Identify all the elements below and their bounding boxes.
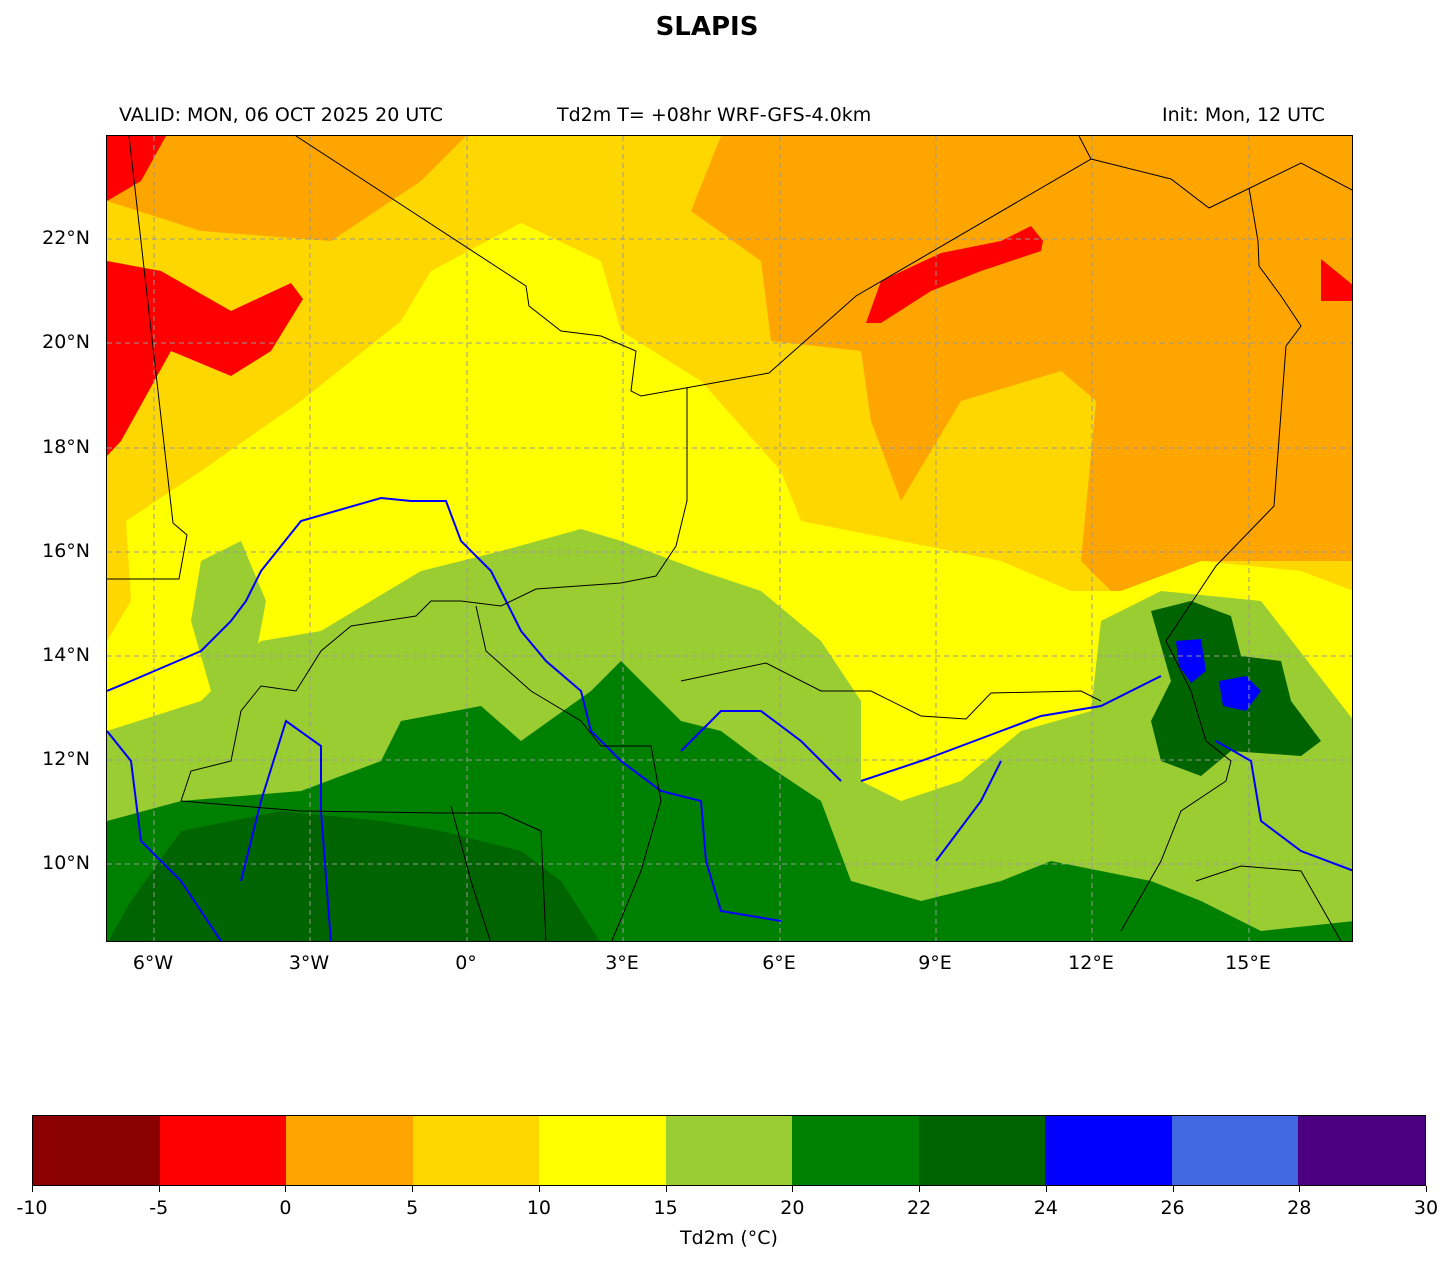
logone-river: [935, 760, 1002, 862]
lon-tick: 0°: [455, 952, 477, 974]
colorbar-tick-mark: [665, 1186, 667, 1192]
colorbar-segment: [1045, 1116, 1172, 1185]
product-label: Td2m T= +08hr WRF-GFS-4.0km: [557, 104, 872, 126]
black-volta: [107, 730, 222, 941]
colorbar-tick-mark: [1299, 1186, 1301, 1192]
colorbar-tick-mark: [32, 1186, 33, 1192]
volta-river: [240, 719, 332, 941]
colorbar-tick-label: 5: [406, 1197, 419, 1219]
colorbar-segment: [1298, 1116, 1426, 1185]
field-22-24: [108, 601, 1321, 941]
colorbar-segment: [665, 1116, 793, 1185]
colorbar-segment: [1171, 1116, 1299, 1185]
lon-tick: 6°W: [132, 952, 174, 974]
colorbar-tick-label: 20: [780, 1197, 805, 1219]
benue-river: [680, 710, 842, 782]
colorbar-tick-mark: [158, 1186, 160, 1192]
lat-tick: 22°N: [42, 227, 90, 249]
lon-tick: 12°E: [1068, 952, 1114, 974]
colorbar: [32, 1115, 1426, 1186]
lat-tick: 10°N: [42, 852, 90, 874]
colorbar-segment: [918, 1116, 1046, 1185]
colorbar-segment: [159, 1116, 287, 1185]
field-24-26: [1176, 639, 1261, 711]
colorbar-tick-label: 30: [1413, 1197, 1439, 1219]
lat-tick: 16°N: [42, 540, 90, 562]
colorbar-label: Td2m (°C): [680, 1227, 778, 1249]
colorbar-segment: [792, 1116, 919, 1185]
colorbar-tick-mark: [919, 1186, 921, 1192]
colorbar-tick-mark: [792, 1186, 794, 1192]
colorbar-segment: [286, 1116, 413, 1185]
lon-tick: 9°E: [918, 952, 952, 974]
colorbar-segment: [539, 1116, 666, 1185]
figure-title: SLAPIS: [655, 12, 759, 42]
lon-tick: 3°W: [288, 952, 330, 974]
lat-tick: 12°N: [42, 748, 90, 770]
colorbar-tick-label: 22: [906, 1197, 932, 1219]
colorbar-tick-mark: [1426, 1186, 1427, 1192]
lat-tick: 18°N: [42, 436, 90, 458]
gridlines: [107, 136, 1352, 941]
dewpoint-map: [106, 135, 1353, 942]
lon-tick: 15°E: [1225, 952, 1271, 974]
colorbar-tick-label: 15: [653, 1197, 678, 1219]
colorbar-tick-mark: [412, 1186, 414, 1192]
chari-river: [1215, 740, 1352, 872]
init-time-label: Init: Mon, 12 UTC: [1162, 104, 1325, 126]
colorbar-tick-mark: [285, 1186, 287, 1192]
colorbar-segment: [33, 1116, 160, 1185]
lon-tick: 6°E: [762, 952, 796, 974]
valid-time-label: VALID: MON, 06 OCT 2025 20 UTC: [119, 104, 444, 126]
colorbar-tick-mark: [1045, 1186, 1047, 1192]
lat-tick: 14°N: [42, 644, 90, 666]
niger-river: [107, 496, 782, 922]
colorbar-tick-label: -5: [149, 1197, 169, 1219]
borders: [107, 136, 1352, 941]
colorbar-tick-label: 26: [1160, 1197, 1185, 1219]
lon-tick: 3°E: [605, 952, 639, 974]
colorbar-tick-label: 24: [1033, 1197, 1058, 1219]
colorbar-tick-mark: [538, 1186, 540, 1192]
colorbar-tick-mark: [1172, 1186, 1174, 1192]
komadugu-river: [860, 675, 1162, 782]
lat-tick: 20°N: [42, 331, 90, 353]
colorbar-segment: [412, 1116, 540, 1185]
colorbar-tick-label: -10: [16, 1197, 48, 1219]
colorbar-tick-label: 0: [279, 1197, 292, 1219]
colorbar-tick-label: 10: [526, 1197, 551, 1219]
rivers: [107, 496, 1352, 941]
colorbar-tick-label: 28: [1287, 1197, 1312, 1219]
